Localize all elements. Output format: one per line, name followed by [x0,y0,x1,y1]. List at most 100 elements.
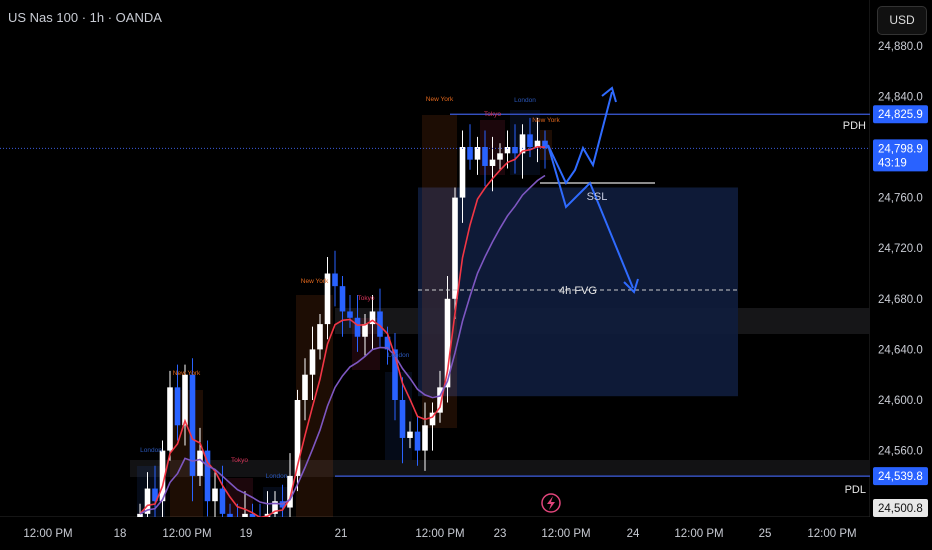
session-label: Tokyo [484,111,501,118]
candle-body [422,425,428,451]
session-label: Tokyo [358,295,375,302]
y-tick-label: 24,880.0 [878,41,923,53]
pdl-price-tag: 24,539.8 [878,471,923,483]
candle-body [324,273,331,325]
pdh-label: PDH [843,120,866,132]
candle-body [227,513,233,517]
currency-button[interactable]: USD [877,6,927,35]
lightning-icon [547,496,555,510]
candle-body [219,488,226,514]
lightning-icon-ring [541,493,561,513]
y-tick-label: 24,840.0 [878,91,923,103]
x-tick-label: 25 [759,528,772,540]
session-label: New York [532,117,560,124]
candle-body [212,488,218,502]
candle-body [272,501,278,514]
pdl-label: PDL [845,484,866,496]
y-tick-label: 24,760.0 [878,193,923,205]
candle-body [309,349,316,375]
session-box [385,372,412,460]
session-label: London [514,97,536,104]
candle-body [429,412,436,426]
candle-body [444,298,451,388]
bullish-path-arrow [547,91,613,185]
session-label: New York [173,370,201,377]
x-tick-label: 21 [335,528,348,540]
x-tick-label: 12:00 PM [23,528,72,540]
candle-body [347,311,353,318]
y-tick-label: 24,560.0 [878,446,923,458]
x-tick-label: 12:00 PM [541,528,590,540]
session-label: New York [426,96,454,103]
candle-body [399,400,406,438]
candle-body [197,450,203,476]
y-tick-label: 24,600.0 [878,395,923,407]
session-label: Tokyo [231,457,248,464]
current-price-tag-bg [873,139,928,172]
candle-body [317,324,323,350]
x-tick-label: 23 [494,528,507,540]
candle-body [249,513,256,517]
candle-body [467,147,473,160]
ema-slow-line [139,174,546,515]
candle-body [167,387,173,451]
candle-body [452,197,458,299]
current-price-tag: 24,798.9 [878,143,923,155]
x-tick-label: 24 [627,528,640,540]
candle-body [534,140,541,147]
x-tick-label: 12:00 PM [807,528,856,540]
candle-body [407,431,413,438]
low-price-tag-bg [873,499,928,517]
candle-body [542,140,548,149]
candle-body [294,400,301,476]
arrowhead-down-icon [623,278,639,294]
session-label: London [266,473,288,480]
chart-title: US Nas 100 · 1h · OANDA [8,10,162,25]
current-price-tag-countdown: 43:19 [878,157,907,169]
ssl-label: SSL [587,191,608,203]
candle-body [354,317,361,337]
candle-body [474,147,481,160]
session-label: London [140,447,162,454]
candle-body [504,147,511,154]
candle-body [437,387,443,413]
y-tick-label: 24,640.0 [878,344,923,356]
pdl-zone [130,460,870,477]
candle-body [519,134,526,154]
low-price-tag: 24,500.8 [878,503,923,515]
candle-body [527,134,533,147]
arrowhead-up-icon [601,86,617,103]
candle-body [369,311,376,325]
candle-body [152,488,158,502]
y-tick-label: 24,680.0 [878,294,923,306]
candle-body [332,273,338,287]
session-label: London [388,352,410,359]
candle-body [204,450,211,502]
ema-fast-line [139,145,546,517]
candle-body [144,488,151,514]
candle-body [512,147,518,154]
candle-body [287,475,293,508]
candle-body [497,153,503,160]
candle-body [482,147,488,166]
candle-body [362,324,368,337]
candle-body [159,450,166,502]
x-tick-label: 12:00 PM [162,528,211,540]
x-tick-label: 19 [240,528,253,540]
candle-body [189,374,196,476]
candle-body [257,520,263,526]
pdh-price-tag: 24,825.9 [878,109,923,121]
candle-body [384,336,391,350]
session-label: New York [301,278,329,285]
x-tick-label: 18 [114,528,127,540]
pdh-price-tag-bg [873,105,928,124]
candle-body [489,159,496,166]
candle-body [137,513,143,517]
candle-body [414,431,421,451]
fvg-label: 4h FVG [559,285,597,297]
candle-body [377,311,383,337]
candle-body [459,147,466,198]
candle-body [302,374,308,400]
x-tick-label: 12:00 PM [415,528,464,540]
